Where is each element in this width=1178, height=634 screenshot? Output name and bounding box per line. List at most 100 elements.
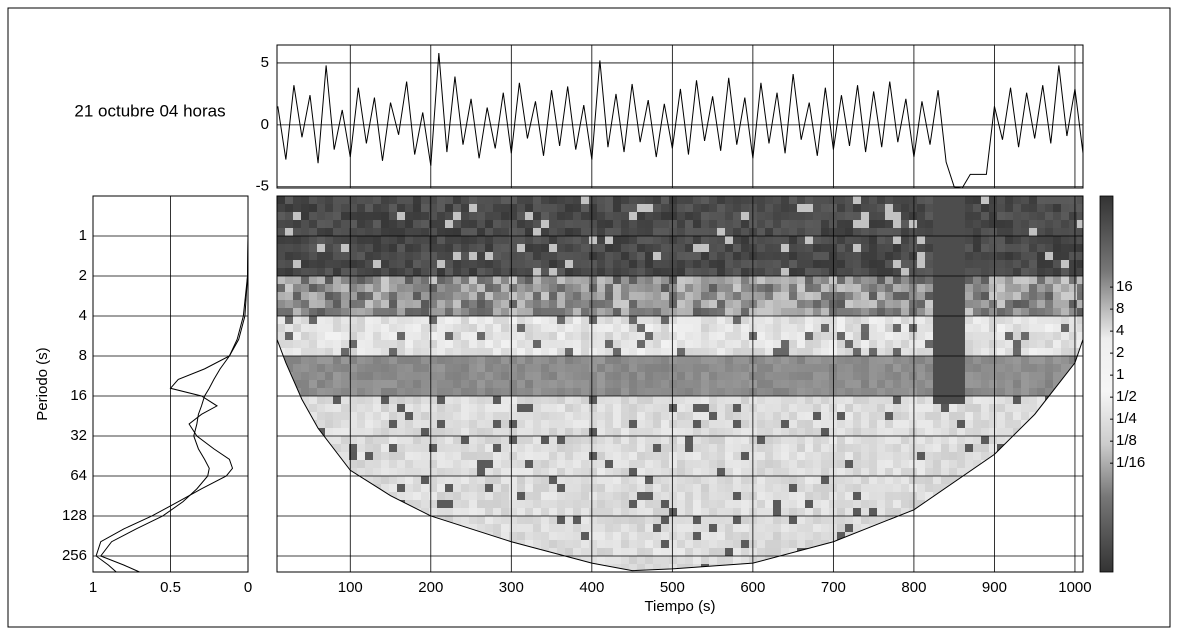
heatmap-cell <box>997 452 1006 461</box>
heatmap-cell <box>421 516 430 525</box>
heatmap-cell <box>661 228 670 237</box>
heatmap-cell <box>725 356 734 365</box>
heatmap-cell <box>637 204 646 213</box>
heatmap-cell <box>629 356 638 365</box>
heatmap-cell <box>853 236 862 245</box>
heatmap-cell <box>845 388 854 397</box>
heatmap-cell <box>917 324 926 333</box>
heatmap-cell <box>661 212 670 221</box>
heatmap-cell <box>301 396 310 405</box>
heatmap-cell <box>1061 276 1070 285</box>
heatmap-cell <box>813 212 822 221</box>
heatmap-cell <box>701 236 710 245</box>
heatmap-cell <box>469 516 478 525</box>
heatmap-cell <box>1029 332 1038 341</box>
heatmap-cell <box>629 492 638 501</box>
heatmap-cell <box>909 500 918 509</box>
heatmap-cell <box>757 484 766 493</box>
heatmap-cell <box>581 484 590 493</box>
heatmap-cell <box>765 300 774 309</box>
heatmap-cell <box>877 308 886 317</box>
heatmap-cell <box>933 196 942 205</box>
heatmap-cell <box>869 444 878 453</box>
heatmap-cell <box>933 532 942 541</box>
heatmap-cell <box>445 508 454 517</box>
heatmap-cell <box>373 404 382 413</box>
heatmap-cell <box>477 412 486 421</box>
heatmap-cell <box>997 356 1006 365</box>
heatmap-cell <box>1029 428 1038 437</box>
heatmap-cell <box>525 556 534 565</box>
heatmap-cell <box>741 244 750 253</box>
heatmap-cell <box>821 212 830 221</box>
heatmap-cell <box>581 540 590 549</box>
heatmap-cell <box>997 292 1006 301</box>
heatmap-cell <box>285 396 294 405</box>
heatmap-cell <box>589 316 598 325</box>
heatmap-cell <box>373 284 382 293</box>
heatmap-cell <box>461 348 470 357</box>
heatmap-cell <box>293 244 302 253</box>
heatmap-cell <box>541 340 550 349</box>
heatmap-cell <box>525 396 534 405</box>
heatmap-cell <box>557 380 566 389</box>
heatmap-cell <box>1053 316 1062 325</box>
heatmap-cell <box>333 396 342 405</box>
heatmap-cell <box>493 356 502 365</box>
heatmap-cell <box>733 252 742 261</box>
heatmap-cell <box>789 532 798 541</box>
heatmap-cell <box>285 332 294 341</box>
heatmap-cell <box>477 500 486 509</box>
heatmap-cell <box>861 324 870 333</box>
heatmap-cell <box>549 452 558 461</box>
heatmap-cell <box>909 460 918 469</box>
heatmap-cell <box>701 540 710 549</box>
heatmap-cell <box>1069 564 1078 571</box>
heatmap-cell <box>693 468 702 477</box>
heatmap-cell <box>741 404 750 413</box>
heatmap-cell <box>549 420 558 429</box>
heatmap-cell <box>397 260 406 269</box>
heatmap-cell <box>965 548 974 557</box>
heatmap-cell <box>1053 348 1062 357</box>
heatmap-cell <box>885 220 894 229</box>
heatmap-cell <box>1053 228 1062 237</box>
heatmap-cell <box>781 404 790 413</box>
heatmap-cell <box>517 396 526 405</box>
heatmap-cell <box>453 396 462 405</box>
heatmap-cell <box>405 220 414 229</box>
heatmap-cell <box>821 388 830 397</box>
heatmap-cell <box>397 212 406 221</box>
heatmap-cell <box>869 468 878 477</box>
heatmap-cell <box>645 260 654 269</box>
heatmap-cell <box>901 428 910 437</box>
heatmap-cell <box>797 412 806 421</box>
heatmap-cell <box>845 412 854 421</box>
heatmap-cell <box>933 476 942 485</box>
heatmap-cell <box>933 428 942 437</box>
heatmap-cell <box>949 220 958 229</box>
heatmap-cell <box>957 428 966 437</box>
heatmap-cell <box>893 492 902 501</box>
heatmap-cell <box>437 340 446 349</box>
heatmap-cell <box>1077 452 1083 461</box>
heatmap-cell <box>645 532 654 541</box>
heatmap-cell <box>661 428 670 437</box>
heatmap-cell <box>1029 556 1038 565</box>
heatmap-cell <box>1069 348 1078 357</box>
heatmap-cell <box>1061 236 1070 245</box>
heatmap-cell <box>765 412 774 421</box>
heatmap-cell <box>997 468 1006 477</box>
heatmap-cell <box>493 204 502 213</box>
heatmap-cell <box>1029 236 1038 245</box>
heatmap-cell <box>1061 260 1070 269</box>
heatmap-cell <box>933 356 942 365</box>
heatmap-cell <box>861 468 870 477</box>
heatmap-cell <box>989 500 998 509</box>
heatmap-cell <box>285 388 294 397</box>
heatmap-cell <box>277 292 286 301</box>
heatmap-cell <box>789 404 798 413</box>
heatmap-cell <box>533 340 542 349</box>
heatmap-cell <box>733 204 742 213</box>
heatmap-cell <box>333 404 342 413</box>
